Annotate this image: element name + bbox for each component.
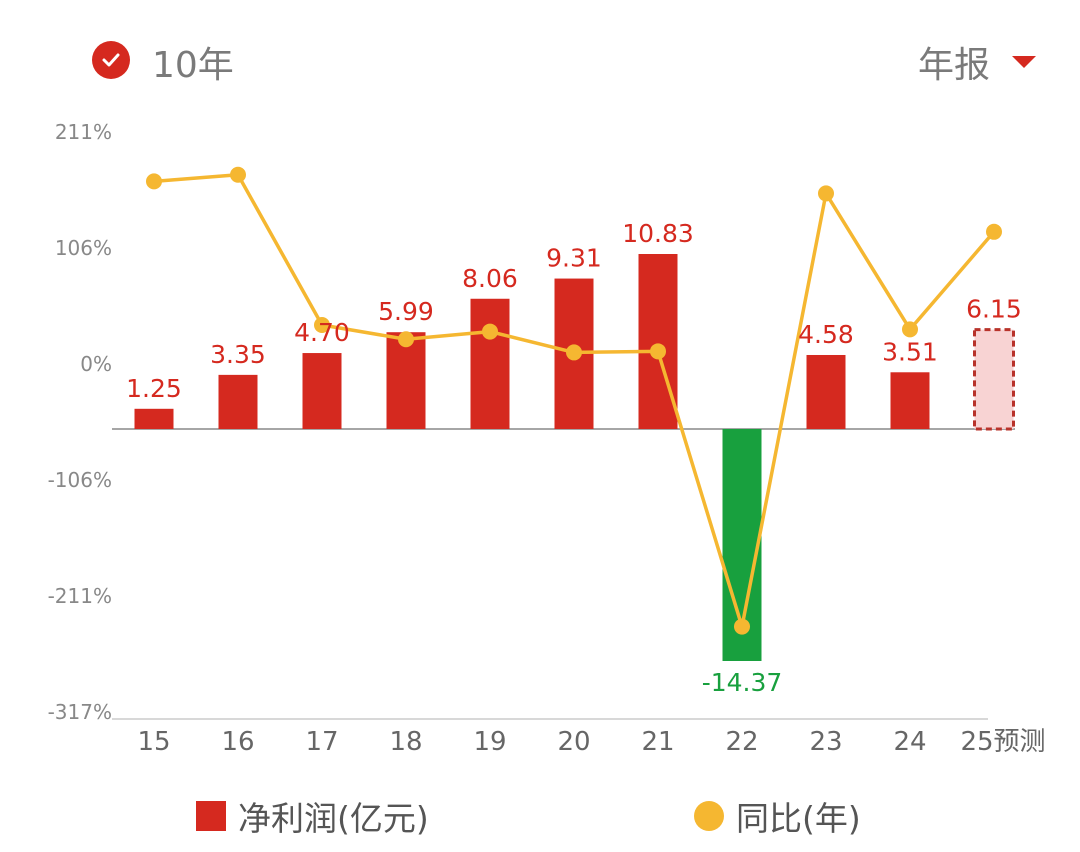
x-tick-label: 22 <box>725 727 758 757</box>
yoy-point <box>734 618 750 635</box>
bar-value-label: 5.99 <box>378 297 434 326</box>
yoy-point <box>650 343 666 360</box>
bar <box>470 298 510 429</box>
bar-value-label: 4.58 <box>798 320 854 349</box>
legend-bar-swatch <box>196 801 226 831</box>
legend-item-yoy[interactable]: 同比(年) <box>694 792 861 840</box>
x-tick-label: 15 <box>137 727 170 757</box>
range-label[interactable]: 10年 <box>152 45 234 86</box>
x-tick-label: 21 <box>641 727 674 757</box>
bar-value-label: 3.35 <box>210 340 266 369</box>
y-tick-label: -211% <box>48 584 112 608</box>
yoy-point <box>398 331 414 348</box>
bar <box>218 374 258 429</box>
x-tick-label: 23 <box>809 727 842 757</box>
chart-legend: 净利润(亿元) 同比(年) <box>0 786 1080 846</box>
bar <box>806 354 846 429</box>
x-tick-label: 16 <box>221 727 254 757</box>
legend-item-net-profit[interactable]: 净利润(亿元) <box>196 792 429 840</box>
legend-line-dot <box>694 801 724 831</box>
chart-header: 10年 年报 <box>0 0 1080 110</box>
bar <box>638 254 678 429</box>
bar-value-label: 3.51 <box>882 337 938 366</box>
x-tick-label: 24 <box>893 727 926 757</box>
y-tick-label: 211% <box>55 120 112 144</box>
x-tick-label: 20 <box>557 727 590 757</box>
bar <box>134 408 174 429</box>
profit-chart: 211% 106% 0% -106% -211% -317% 1.25 3.35 4.70 5.9… <box>48 120 1046 757</box>
legend-net-profit-label: 净利润(亿元) <box>238 799 429 838</box>
bar-value-label: 10.83 <box>622 219 694 248</box>
x-tick-label: 18 <box>389 727 422 757</box>
bar-value-label: 8.06 <box>462 264 518 293</box>
yoy-point <box>986 223 1002 240</box>
y-tick-label: -106% <box>48 468 112 492</box>
y-tick-label: -317% <box>48 700 112 724</box>
bar <box>890 372 930 429</box>
yoy-point <box>818 185 834 202</box>
bar-forecast <box>973 328 1015 431</box>
bar-value-label: 6.15 <box>966 295 1022 324</box>
yoy-point <box>902 321 918 338</box>
x-tick-label: 19 <box>473 727 506 757</box>
bar <box>386 332 426 429</box>
check-circle-icon <box>92 41 130 79</box>
bar <box>302 353 342 429</box>
yoy-point <box>566 344 582 361</box>
y-tick-label: 0% <box>80 352 112 376</box>
yoy-point <box>314 317 330 333</box>
yoy-point <box>230 166 246 183</box>
x-tick-label: 25预测 <box>960 727 1045 757</box>
yoy-point <box>146 173 162 190</box>
legend-yoy-label: 同比(年) <box>736 799 861 838</box>
y-tick-label: 106% <box>55 236 112 260</box>
x-tick-label: 17 <box>305 727 338 757</box>
bar-value-label: -14.37 <box>702 668 783 697</box>
yoy-point <box>482 323 498 340</box>
period-dropdown[interactable]: 年报 <box>918 36 1036 88</box>
triangle-down-icon <box>1012 56 1036 68</box>
bar-value-label: 4.70 <box>294 318 350 347</box>
bar-value-label: 9.31 <box>546 244 602 273</box>
bar-value-label: 1.25 <box>126 374 182 403</box>
period-label: 年报 <box>917 45 990 86</box>
range-checkbox[interactable] <box>92 41 130 79</box>
